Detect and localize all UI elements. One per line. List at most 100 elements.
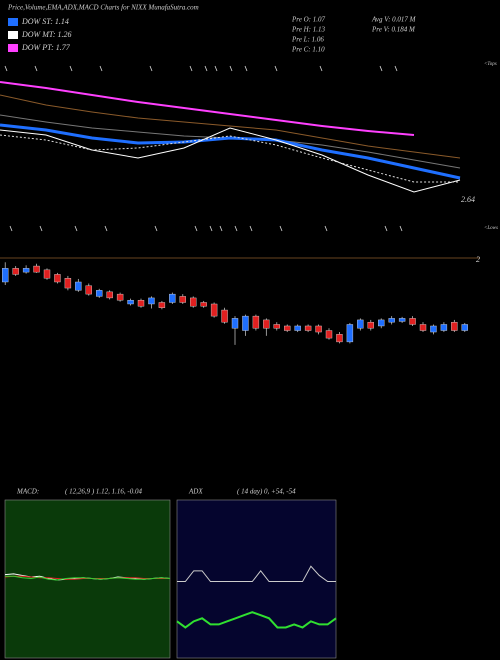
candle-body [127, 299, 134, 305]
top-marker [244, 65, 248, 72]
candle-body [64, 278, 72, 289]
low-marker [194, 225, 198, 232]
panel-subtitle: ( 12,26,9 ) 1.12, 1.16, -0.04 [65, 488, 142, 496]
prev-value: Pre C: 1.10 [291, 46, 325, 54]
candle-body [148, 297, 155, 305]
candle-body [137, 299, 145, 307]
series-line [0, 134, 460, 183]
panel [176, 499, 337, 659]
legend-swatch [8, 44, 18, 52]
y-tick-label: 2.64 [461, 195, 475, 204]
low-marker [249, 225, 253, 232]
legend-swatch [8, 18, 18, 26]
candle-body [2, 268, 9, 283]
top-marker [394, 65, 398, 72]
candle-body [304, 325, 312, 331]
candle-body [179, 296, 186, 303]
candle-body [210, 303, 218, 317]
panel-title: ADX [188, 488, 203, 496]
candle-body [221, 309, 228, 323]
legend-swatch [8, 31, 18, 39]
series-line [0, 114, 461, 169]
low-marker [74, 225, 78, 232]
y-tick-label: 2 [476, 255, 480, 264]
candle-body [116, 293, 124, 301]
top-marker [229, 65, 233, 72]
top-marker [99, 65, 103, 72]
top-marker [274, 65, 278, 72]
candle-body [22, 268, 30, 273]
volume-value: Avg V: 0.017 M [371, 16, 417, 24]
candle-body [378, 319, 385, 327]
candle-body [461, 324, 468, 331]
candle-body [294, 325, 301, 331]
low-marker [234, 225, 238, 232]
candle-body [315, 325, 322, 333]
candle-body [252, 315, 260, 329]
candle-body [398, 318, 406, 322]
candle-body [451, 321, 458, 331]
series-line [0, 94, 461, 159]
candle-body [409, 318, 416, 325]
prev-value: Pre L: 1.06 [291, 36, 324, 44]
candle-body [325, 330, 333, 339]
series-line [0, 81, 415, 136]
candle-body [75, 281, 82, 291]
legend-label: DOW MT: 1.26 [21, 30, 72, 39]
volume-value: Pre V: 0.184 M [371, 26, 416, 34]
top-marker [4, 65, 8, 72]
top-marker [189, 65, 193, 72]
candle-body [200, 302, 207, 307]
candle-body [419, 324, 427, 331]
prev-value: Pre O: 1.07 [291, 16, 325, 24]
legend-label: DOW ST: 1.14 [21, 17, 69, 26]
series-line [0, 123, 461, 180]
top-marker [69, 65, 73, 72]
candle-body [336, 334, 343, 343]
candle-body [263, 319, 270, 329]
low-marker [9, 225, 13, 232]
top-marker [319, 65, 323, 72]
low-marker [39, 225, 43, 232]
page-title: Price,Volume,EMA,ADX,MACD Charts for NIX… [7, 4, 199, 12]
low-marker [209, 225, 213, 232]
low-marker [324, 225, 328, 232]
candle-body [388, 318, 395, 323]
candle-body [106, 291, 113, 299]
low-marker [399, 225, 403, 232]
legend-label: DOW PT: 1.77 [21, 43, 71, 52]
top-marker [204, 65, 208, 72]
candle-body [357, 319, 364, 329]
panel-title: MACD: [16, 488, 39, 496]
candle-body [43, 269, 51, 279]
annotation: <Lows [484, 226, 498, 231]
series-line [177, 565, 336, 583]
candle-body [54, 274, 61, 283]
low-marker [384, 225, 388, 232]
candle-body [430, 325, 437, 333]
series-line [176, 611, 337, 629]
candle-body [85, 285, 92, 295]
top-marker [379, 65, 383, 72]
low-marker [279, 225, 283, 232]
low-marker [104, 225, 108, 232]
candle-body [169, 293, 176, 303]
candle-body [231, 318, 239, 329]
candle-body [440, 324, 448, 331]
top-marker [34, 65, 38, 72]
annotation: <Tops [484, 62, 497, 67]
low-marker [154, 225, 158, 232]
series-line [5, 575, 171, 581]
panel-subtitle: ( 14 day) 0, +54, -54 [237, 488, 296, 496]
candle-body [284, 325, 291, 331]
candle-body [12, 268, 19, 275]
candle-body [96, 290, 103, 297]
candle-body [346, 324, 354, 343]
candle-body [190, 297, 197, 307]
top-marker [149, 65, 153, 72]
candle-body [158, 302, 166, 308]
candle-body [242, 315, 249, 331]
candle-body [367, 321, 374, 329]
